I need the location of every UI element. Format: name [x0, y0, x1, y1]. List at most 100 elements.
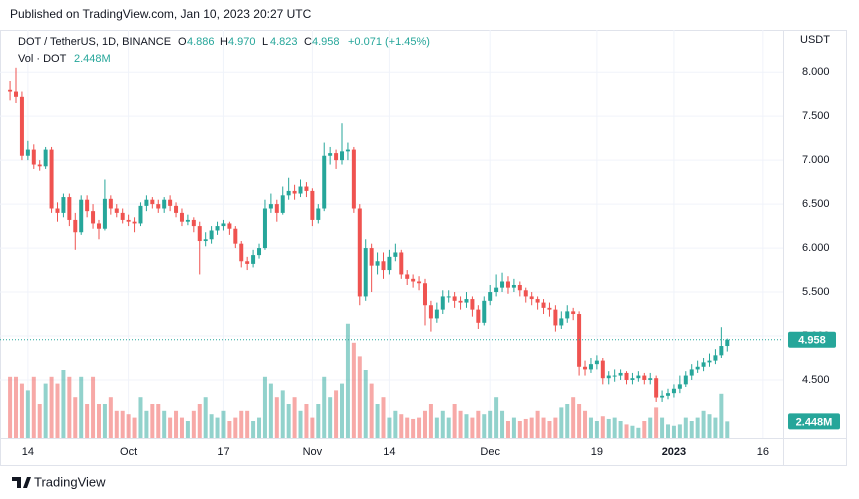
- volume-bar: [583, 410, 588, 438]
- candle-body: [351, 149, 356, 209]
- candle-body: [666, 393, 671, 396]
- x-tick-label: 17: [217, 446, 229, 458]
- volume-bar: [179, 417, 184, 438]
- candle-body: [488, 292, 493, 301]
- candle-body: [553, 309, 558, 326]
- candle-body: [316, 208, 321, 220]
- candle-body: [334, 153, 339, 161]
- volume-bar: [292, 397, 297, 438]
- candle-body: [600, 360, 605, 379]
- volume-bar: [488, 410, 493, 438]
- volume-bar: [316, 404, 321, 438]
- volume-bar: [671, 425, 676, 438]
- y-tick-label: 6.000: [802, 242, 830, 254]
- y-tick-label: 7.000: [802, 154, 830, 166]
- candle-body: [523, 290, 528, 297]
- volume-bar: [227, 421, 232, 438]
- candle-body: [156, 204, 161, 209]
- volume-bar: [476, 410, 481, 438]
- volume-bar: [648, 417, 653, 438]
- volume-bar: [162, 410, 167, 438]
- volume-bar: [215, 417, 220, 438]
- candle-body: [286, 190, 291, 196]
- axes: 4.5005.0005.5006.0006.5007.0007.5008.000…: [22, 66, 840, 458]
- candle-body: [612, 375, 617, 377]
- volume-bar: [565, 404, 570, 438]
- candle-body: [417, 281, 422, 284]
- candle-body: [476, 309, 481, 323]
- candle-body: [162, 199, 167, 209]
- candle-body: [37, 164, 42, 167]
- x-tick-label: 16: [757, 446, 769, 458]
- volume-bar: [719, 393, 724, 438]
- candle-body: [209, 230, 214, 240]
- candle-body: [701, 362, 706, 367]
- volume-bar: [14, 376, 19, 438]
- volume-bar: [156, 404, 161, 438]
- candle-body: [500, 281, 505, 288]
- candle-body: [636, 375, 641, 379]
- volume-bar: [695, 417, 700, 438]
- volume-bar: [666, 424, 671, 438]
- change: +0.071 (+1.45%): [348, 36, 430, 48]
- volume-bar: [67, 376, 72, 438]
- volume-title: Vol · DOT: [18, 53, 67, 65]
- candle-body: [594, 360, 599, 365]
- volume-bar: [251, 421, 256, 438]
- volume-bar: [73, 397, 78, 438]
- volume-bar: [553, 417, 558, 438]
- volume-bar: [654, 407, 659, 438]
- volume-bar: [594, 421, 599, 438]
- volume-bar: [351, 342, 356, 438]
- volume-bar: [393, 410, 398, 438]
- x-tick-label: 19: [591, 446, 603, 458]
- volume-bar: [725, 421, 730, 438]
- volume-bar: [588, 417, 593, 438]
- ohlc-key: H: [220, 36, 228, 48]
- candle-body: [683, 375, 688, 385]
- grid: [0, 30, 783, 438]
- volume-bar: [298, 410, 303, 438]
- volume-bar: [707, 414, 712, 438]
- candle-body: [274, 204, 279, 213]
- candle-body: [606, 375, 611, 379]
- candle-body: [559, 318, 564, 326]
- ohlc-key: O: [178, 36, 187, 48]
- candle-body: [671, 388, 676, 394]
- candle-body: [618, 372, 623, 376]
- y-tick-label: 6.500: [802, 198, 830, 210]
- volume-bar: [701, 410, 706, 438]
- volume-bar: [636, 427, 641, 438]
- volume-bar: [322, 376, 327, 438]
- volume-bar: [713, 417, 718, 438]
- candle-body: [648, 378, 653, 380]
- candle-body: [547, 307, 552, 310]
- candle-body: [535, 299, 540, 303]
- candle-body: [375, 261, 380, 266]
- volume-bar: [458, 410, 463, 438]
- candle-body: [132, 221, 137, 224]
- candle-body: [452, 296, 457, 301]
- volume-bar: [381, 397, 386, 438]
- candle-body: [517, 285, 522, 291]
- volume-bar: [541, 417, 546, 438]
- volume-bar: [91, 376, 96, 438]
- candle-body: [8, 89, 13, 92]
- candle-body: [446, 296, 451, 298]
- candle-body: [239, 243, 244, 262]
- candle-body: [571, 311, 576, 315]
- volume-legend-value: 2.448M: [74, 53, 111, 65]
- candle-body: [91, 211, 96, 224]
- volume-bar: [262, 376, 267, 438]
- candle-body: [393, 252, 398, 257]
- volume-bar: [689, 421, 694, 438]
- x-tick-label: Nov: [303, 446, 323, 458]
- volume-bar: [108, 397, 113, 438]
- volume-bar: [612, 417, 617, 438]
- volume-bar: [8, 376, 13, 438]
- candle-body: [179, 212, 184, 222]
- candle-body: [67, 197, 72, 220]
- volume-bar: [79, 376, 84, 438]
- candle-body: [96, 223, 101, 229]
